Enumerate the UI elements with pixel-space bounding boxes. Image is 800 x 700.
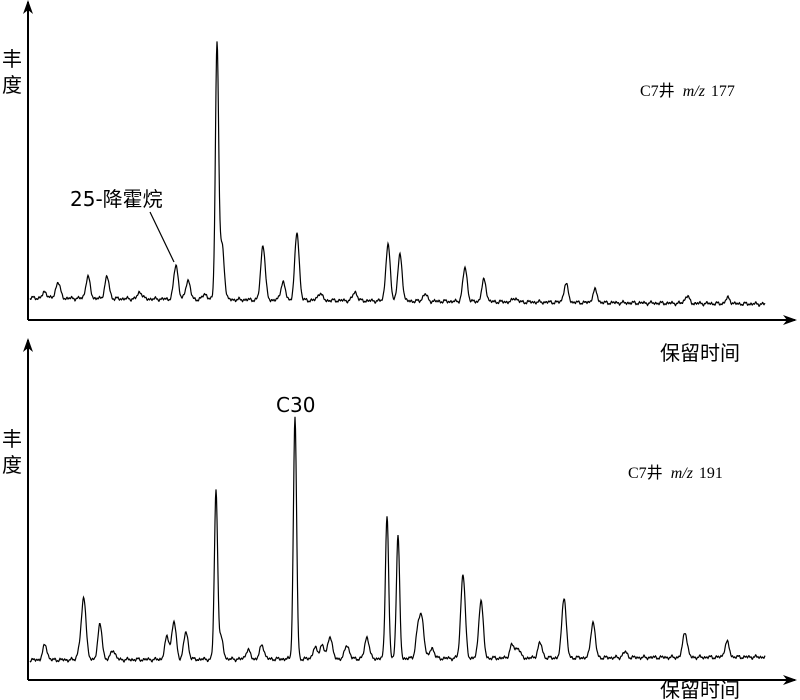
mass: 177: [711, 83, 735, 100]
mass: 191: [699, 465, 723, 482]
ion: m/z: [671, 465, 694, 482]
y-label: 丰: [2, 427, 22, 451]
leader-line: [149, 211, 175, 263]
trace: [29, 41, 766, 307]
y-label: 度: [2, 73, 22, 97]
ion: m/z: [683, 83, 706, 100]
x-label: 保留时间: [660, 341, 740, 365]
well: C7井: [628, 464, 663, 482]
panel-title: C7井 m/z 177: [640, 82, 735, 100]
panel-title: C7井 m/z 191: [628, 464, 723, 482]
panel-bottom: 丰 度 保留时间 C7井 m/z 191 C30: [2, 338, 797, 700]
peak-annotation: 25-降霍烷: [70, 187, 163, 211]
peak-annotation: C30: [276, 393, 315, 417]
panel-top: 丰 度 保留时间 C7井 m/z 177 25-降霍烷: [2, 0, 797, 365]
well: C7井: [640, 82, 675, 100]
x-label: 保留时间: [660, 678, 740, 700]
trace: [29, 416, 766, 663]
y-label: 度: [2, 453, 22, 477]
y-label: 丰: [2, 47, 22, 71]
